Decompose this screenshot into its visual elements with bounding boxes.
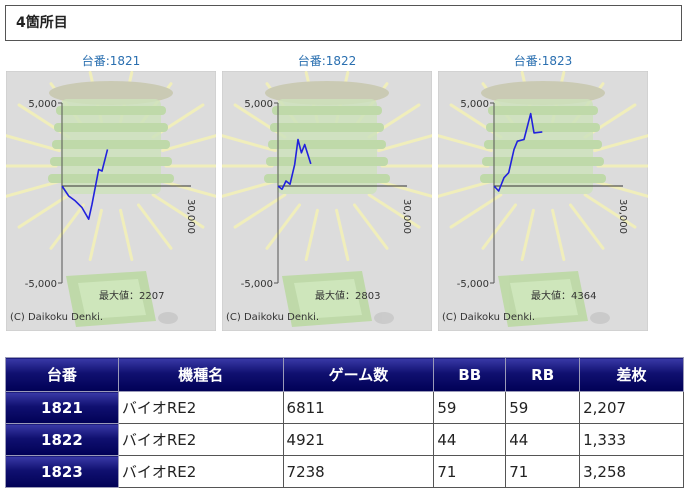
slump-graph-panel[interactable]: 台番:1821 5,000 -5,000 30,000 最大値：2207 (C) Daik… bbox=[6, 51, 216, 331]
header-bb: BB bbox=[433, 357, 507, 392]
table-row[interactable]: 1822 バイオRE2 4921 44 44 1,333 bbox=[5, 423, 684, 456]
diff-cell: 2,207 bbox=[579, 391, 684, 424]
table-row[interactable]: 1821 バイオRE2 6811 59 59 2,207 bbox=[5, 391, 684, 424]
x-tick-label: 30,000 bbox=[185, 199, 196, 234]
y-tick-label: -5,000 bbox=[457, 279, 489, 290]
max-value-label: 最大値：2207 bbox=[99, 289, 164, 302]
bb-cell: 59 bbox=[433, 391, 507, 424]
diff-cell: 1,333 bbox=[579, 423, 684, 456]
max-value-label: 最大値：4364 bbox=[531, 289, 596, 302]
slump-line bbox=[277, 138, 312, 191]
decorative-machine-illustration bbox=[438, 71, 648, 327]
header-games: ゲーム数 bbox=[282, 357, 435, 392]
table-header-row: 台番 機種名 ゲーム数 BB RB 差枚 bbox=[5, 357, 684, 392]
max-value-label: 最大値：2803 bbox=[315, 289, 380, 302]
header-diff: 差枚 bbox=[579, 357, 684, 392]
rb-cell: 44 bbox=[505, 423, 581, 456]
bb-cell: 44 bbox=[433, 423, 507, 456]
header-rb: RB bbox=[505, 357, 581, 392]
graph-title: 台番:1821 bbox=[81, 54, 141, 68]
graph-axes bbox=[58, 102, 191, 284]
copyright-label: (C) Daikoku Denki. bbox=[442, 312, 535, 323]
table-row[interactable]: 1823 バイオRE2 7238 71 71 3,258 bbox=[5, 455, 684, 488]
model-name-cell: バイオRE2 bbox=[117, 423, 284, 456]
decorative-machine-illustration bbox=[6, 71, 216, 327]
y-tick-label: -5,000 bbox=[241, 279, 273, 290]
games-cell: 7238 bbox=[282, 455, 435, 488]
slump-line bbox=[493, 112, 543, 192]
slump-graph-panel[interactable]: 台番:1823 5,000 -5,000 30,000 最大値：4364 (C) Daik… bbox=[438, 51, 648, 331]
slump-line bbox=[61, 149, 109, 220]
y-tick-label: -5,000 bbox=[25, 279, 57, 290]
machine-number-cell[interactable]: 1822 bbox=[5, 423, 119, 456]
model-name-cell: バイオRE2 bbox=[117, 391, 284, 424]
y-tick-label: 5,000 bbox=[460, 99, 489, 110]
slump-graph-panel[interactable]: 台番:1822 5,000 -5,000 30,000 最大値：2803 (C) Daik… bbox=[222, 51, 432, 331]
x-tick-label: 30,000 bbox=[617, 199, 628, 234]
diff-cell: 3,258 bbox=[579, 455, 684, 488]
slump-graph: 5,000 -5,000 30,000 最大値：2803 (C) Daikoku Den… bbox=[222, 71, 432, 331]
section-title: 4箇所目 bbox=[5, 5, 682, 41]
header-model-name: 機種名 bbox=[117, 357, 284, 392]
machine-data-table: 台番 機種名 ゲーム数 BB RB 差枚 1821 バイオRE2 6811 59… bbox=[5, 357, 684, 488]
graph-title: 台番:1823 bbox=[513, 54, 573, 68]
machine-number-cell[interactable]: 1823 bbox=[5, 455, 119, 488]
slump-graph: 5,000 -5,000 30,000 最大値：2207 (C) Daikoku Den… bbox=[6, 71, 216, 331]
machine-number-cell[interactable]: 1821 bbox=[5, 391, 119, 424]
rb-cell: 59 bbox=[505, 391, 581, 424]
graph-title: 台番:1822 bbox=[297, 54, 357, 68]
header-machine-number: 台番 bbox=[5, 357, 119, 392]
slump-graph: 5,000 -5,000 30,000 最大値：4364 (C) Daikoku Den… bbox=[438, 71, 648, 331]
graph-axes bbox=[490, 102, 623, 284]
copyright-label: (C) Daikoku Denki. bbox=[226, 312, 319, 323]
graph-axes bbox=[274, 102, 407, 284]
games-cell: 6811 bbox=[282, 391, 435, 424]
decorative-machine-illustration bbox=[222, 71, 432, 327]
y-tick-label: 5,000 bbox=[244, 99, 273, 110]
y-tick-label: 5,000 bbox=[28, 99, 57, 110]
copyright-label: (C) Daikoku Denki. bbox=[10, 312, 103, 323]
rb-cell: 71 bbox=[505, 455, 581, 488]
x-tick-label: 30,000 bbox=[401, 199, 412, 234]
bb-cell: 71 bbox=[433, 455, 507, 488]
games-cell: 4921 bbox=[282, 423, 435, 456]
model-name-cell: バイオRE2 bbox=[117, 455, 284, 488]
